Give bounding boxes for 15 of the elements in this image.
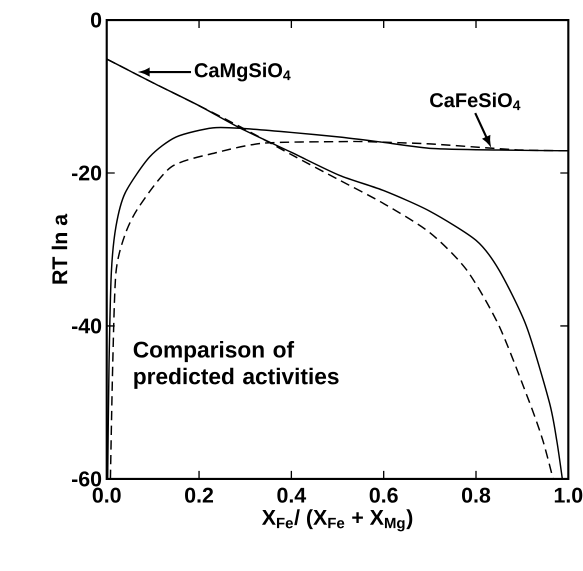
y-tick-label: -20 <box>72 165 102 181</box>
x-tick-label: 0.2 <box>185 488 214 503</box>
y-tick-label: -60 <box>72 471 102 486</box>
y-axis-title: RT ln a <box>52 214 68 284</box>
y-tick-label: 0 <box>90 12 102 28</box>
annotation: CaFeSiO$_{4}$ <box>430 92 520 110</box>
x-tick-label: 1.0 <box>554 488 582 503</box>
annotation: CaMgSiO$_{4}$ <box>194 62 291 82</box>
x-tick-label: 0.8 <box>462 488 490 503</box>
x-axis-title: X$_{Fe}$/ (X$_{Fe}$ + X$_{Mg}$) <box>262 509 412 532</box>
x-tick-label: 0.6 <box>370 488 398 503</box>
annotation: Comparison of predicted activities <box>134 341 339 389</box>
x-tick-label: 0.4 <box>277 488 306 503</box>
y-tick-label: -40 <box>72 318 102 334</box>
x-tick-label: 0.0 <box>92 488 121 503</box>
